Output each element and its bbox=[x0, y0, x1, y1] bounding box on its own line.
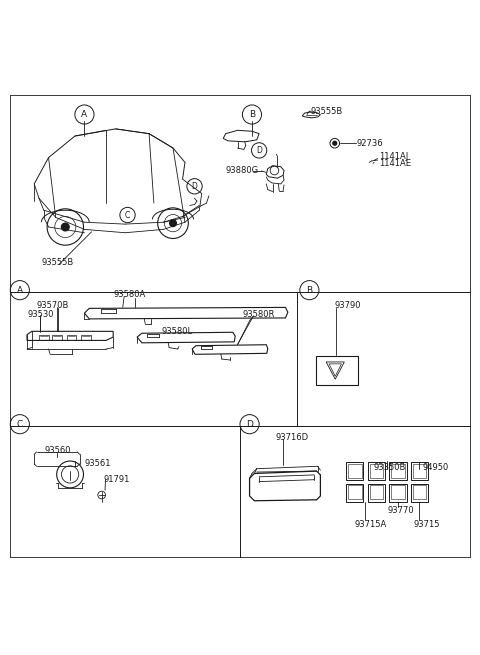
Bar bbox=[411, 462, 428, 480]
Text: 92736: 92736 bbox=[357, 139, 384, 148]
Bar bbox=[391, 464, 405, 477]
Text: D: D bbox=[256, 146, 262, 155]
Bar bbox=[413, 485, 426, 499]
Bar bbox=[411, 483, 428, 502]
Text: 93580L: 93580L bbox=[161, 327, 192, 336]
Text: C: C bbox=[125, 210, 130, 219]
Text: 1141AJ: 1141AJ bbox=[379, 152, 408, 160]
Text: D: D bbox=[246, 420, 253, 428]
Text: 93880G: 93880G bbox=[226, 166, 259, 176]
Text: 94950: 94950 bbox=[423, 463, 449, 472]
Circle shape bbox=[169, 220, 176, 227]
Text: 93555B: 93555B bbox=[311, 107, 343, 116]
Text: 93715: 93715 bbox=[413, 520, 440, 529]
Text: B: B bbox=[306, 286, 312, 295]
Text: C: C bbox=[17, 420, 23, 428]
Bar bbox=[413, 464, 426, 477]
Bar bbox=[348, 464, 361, 477]
Bar bbox=[389, 462, 407, 480]
Bar bbox=[348, 485, 361, 499]
Text: 93716D: 93716D bbox=[276, 433, 309, 442]
Text: 93530: 93530 bbox=[27, 310, 53, 319]
Text: 93580A: 93580A bbox=[113, 290, 145, 299]
Text: 93555B: 93555B bbox=[41, 258, 73, 267]
Text: 93770: 93770 bbox=[387, 506, 414, 515]
Text: A: A bbox=[17, 286, 23, 295]
Circle shape bbox=[333, 141, 336, 145]
Text: 1141AE: 1141AE bbox=[379, 159, 411, 168]
Bar bbox=[391, 485, 405, 499]
Bar bbox=[368, 462, 385, 480]
Bar bbox=[316, 356, 358, 385]
Text: 93561: 93561 bbox=[84, 459, 111, 468]
Text: 93350B: 93350B bbox=[373, 463, 406, 472]
Bar bbox=[346, 462, 363, 480]
Text: 93580R: 93580R bbox=[242, 310, 275, 319]
Text: 93560: 93560 bbox=[45, 447, 71, 455]
Text: 93790: 93790 bbox=[335, 301, 361, 310]
Text: B: B bbox=[249, 110, 255, 119]
Circle shape bbox=[61, 223, 69, 231]
Bar bbox=[368, 483, 385, 502]
Text: A: A bbox=[82, 110, 87, 119]
Bar bbox=[346, 483, 363, 502]
Text: 93715A: 93715A bbox=[355, 520, 387, 529]
Bar bbox=[389, 483, 407, 502]
Text: 93570B: 93570B bbox=[36, 301, 69, 310]
Text: D: D bbox=[192, 182, 197, 191]
Text: 91791: 91791 bbox=[104, 475, 130, 484]
Bar bbox=[370, 485, 383, 499]
Bar bbox=[370, 464, 383, 477]
